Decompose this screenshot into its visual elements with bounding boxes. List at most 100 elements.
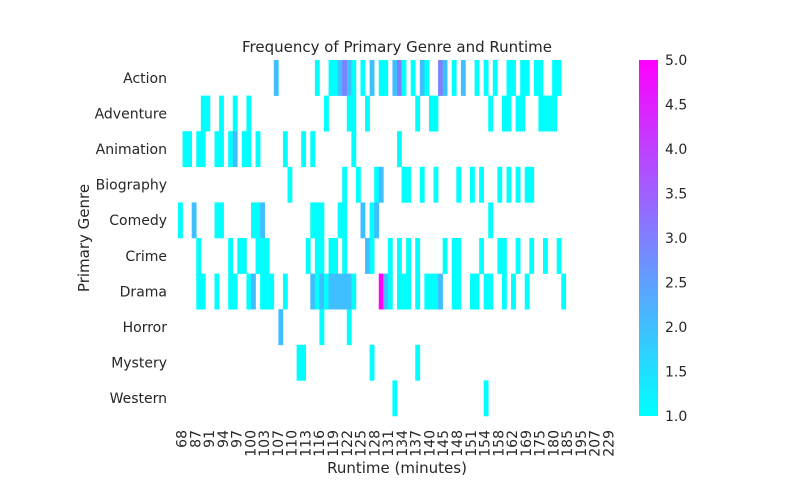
- heatmap-cell-142: [282, 273, 288, 310]
- heatmap-cell-1: [314, 60, 320, 96]
- heatmap-cell-170: [501, 273, 507, 310]
- heatmap-cell-70: [287, 166, 293, 203]
- heatmap-cell-148: [333, 273, 338, 310]
- x-tick-label-27: 180: [546, 430, 562, 457]
- heatmap-cell-120: [406, 238, 411, 274]
- heatmap-cell-50: [538, 95, 544, 132]
- x-axis-ticks: 6887919497100103107110113116119122125128…: [175, 430, 618, 457]
- heatmap-cell-118: [387, 238, 393, 274]
- heatmap-cell-112: [319, 238, 325, 274]
- x-tick-label-14: 128: [367, 430, 383, 457]
- heatmap-cell-53: [552, 95, 557, 132]
- x-tick-label-9: 113: [299, 430, 315, 457]
- heatmap-cell-105: [237, 238, 243, 274]
- heatmap-cell-22: [474, 60, 480, 96]
- colorbar: [639, 60, 658, 416]
- heatmap-cell-80: [470, 166, 475, 203]
- heatmap-cell-157: [401, 273, 407, 310]
- heatmap-cell-154: [383, 273, 389, 310]
- heatmap-cell-54: [182, 131, 188, 168]
- heatmap-cell-115: [342, 238, 348, 274]
- heatmap-cell-34: [205, 95, 211, 132]
- heatmap-cell-8: [360, 60, 366, 96]
- chart-title: Frequency of Primary Genre and Runtime: [242, 38, 552, 56]
- heatmap-cell-20: [451, 60, 457, 96]
- heatmap-cell-147: [328, 273, 334, 310]
- heatmap-cell-18: [438, 60, 443, 96]
- heatmap-cell-11: [383, 60, 389, 96]
- heatmap-cell-3: [333, 60, 338, 96]
- x-tick-label-13: 125: [354, 430, 370, 457]
- heatmap-cell-169: [488, 273, 494, 310]
- heatmap-cell-27: [520, 60, 526, 96]
- heatmap-cell-158: [406, 273, 411, 310]
- y-tick-label-9: Western: [110, 391, 167, 407]
- heatmap-cell-97: [337, 202, 343, 239]
- heatmap-cell-87: [178, 202, 183, 239]
- heatmap-cell-79: [456, 166, 462, 203]
- x-tick-label-3: 94: [216, 430, 232, 448]
- x-tick-label-18: 140: [422, 430, 438, 457]
- heatmap-cell-26: [511, 60, 516, 96]
- heatmap-cell-10: [378, 60, 384, 96]
- y-tick-label-2: Animation: [96, 142, 167, 158]
- y-tick-label-7: Horror: [123, 320, 168, 336]
- x-tick-label-7: 107: [271, 430, 287, 457]
- heatmap-cell-96: [319, 202, 325, 239]
- heatmap-cell-7: [351, 60, 357, 96]
- heatmap-cell-167: [474, 273, 480, 310]
- y-tick-label-0: Action: [123, 71, 167, 87]
- heatmap-cell-0: [273, 60, 279, 96]
- heatmap-cell-74: [378, 166, 384, 203]
- heatmap-cell-67: [310, 131, 316, 168]
- heatmap-cell-37: [246, 95, 252, 132]
- heatmap-cell-163: [438, 273, 443, 310]
- heatmap-cell-176: [346, 309, 352, 346]
- heatmap-cell-24: [492, 60, 498, 96]
- heatmap-cell-121: [415, 238, 421, 274]
- heatmap-cell-177: [296, 344, 302, 381]
- heatmap-cell-32: [556, 60, 562, 96]
- x-tick-label-11: 119: [326, 430, 342, 457]
- heatmap-cell-172: [524, 273, 530, 310]
- heatmap-cell-131: [556, 238, 562, 274]
- heatmap-cell-9: [369, 60, 375, 96]
- heatmap-cell-182: [483, 380, 489, 417]
- heatmap-cell-25: [506, 60, 512, 96]
- x-tick-label-4: 97: [230, 430, 246, 448]
- heatmap-cell-23: [483, 60, 489, 96]
- heatmap-cell-84: [515, 166, 521, 203]
- heatmap-cell-123: [451, 238, 457, 274]
- heatmap-cell-166: [470, 273, 475, 310]
- heatmap-cell-116: [365, 238, 370, 274]
- heatmap-cell-35: [219, 95, 224, 132]
- heatmap-cell-21: [460, 60, 466, 96]
- heatmap-cell-180: [415, 344, 421, 381]
- heatmap-cell-135: [228, 273, 234, 310]
- heatmap-cell-33: [200, 95, 206, 132]
- heatmap-cell-2: [328, 60, 334, 96]
- heatmap-cell-12: [392, 60, 398, 96]
- heatmap-cell-122: [442, 238, 448, 274]
- heatmap-cell-103: [196, 238, 202, 274]
- heatmap-cell-43: [428, 95, 434, 132]
- heatmap-cell-64: [255, 131, 261, 168]
- heatmap-cell-51: [543, 95, 548, 132]
- heatmap-cell-168: [483, 273, 489, 310]
- heatmap-cell-15: [410, 60, 416, 96]
- x-tick-label-28: 185: [560, 430, 576, 457]
- heatmap-cell-104: [228, 238, 234, 274]
- heatmap-cell-14: [401, 60, 407, 96]
- heatmap-cell-49: [520, 95, 526, 132]
- heatmap-cell-57: [200, 131, 206, 168]
- heatmap-cell-48: [515, 95, 521, 132]
- x-tick-label-25: 169: [519, 430, 535, 457]
- heatmap-cell-77: [419, 166, 425, 203]
- x-tick-label-15: 131: [381, 430, 397, 457]
- heatmap-cell-63: [246, 131, 252, 168]
- heatmap-cell-78: [433, 166, 439, 203]
- heatmap-cell-72: [355, 166, 361, 203]
- heatmap-cell-137: [246, 273, 252, 310]
- heatmap-cell-73: [374, 166, 380, 203]
